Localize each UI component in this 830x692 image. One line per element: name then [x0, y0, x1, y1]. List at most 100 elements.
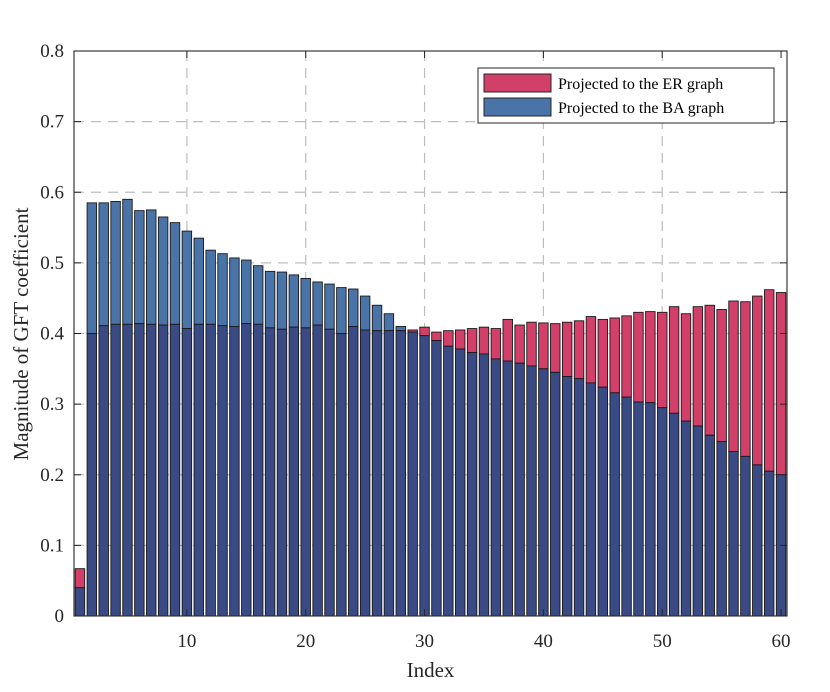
- overlap-bar: [514, 362, 525, 617]
- overlap-bar: [348, 325, 359, 617]
- bars: [74, 198, 787, 617]
- overlap-bar: [229, 325, 240, 617]
- er-bar: [419, 326, 430, 337]
- y-tick-label: 0: [55, 606, 65, 627]
- overlap-bar: [288, 326, 300, 617]
- er-bar: [538, 322, 549, 370]
- ba-bar: [181, 230, 193, 330]
- ba-bar: [229, 257, 240, 327]
- overlap-bar: [538, 368, 549, 617]
- overlap-bar: [86, 333, 98, 617]
- er-bar: [502, 318, 513, 362]
- overlap-bar: [526, 365, 537, 617]
- er-bar: [609, 317, 620, 394]
- y-tick-label: 0.6: [40, 182, 64, 203]
- ba-bar: [348, 288, 359, 327]
- overlap-bar: [359, 329, 371, 617]
- overlap-bar: [752, 464, 763, 617]
- ba-bar: [241, 259, 252, 325]
- overlap-bar: [252, 323, 264, 617]
- er-bar: [645, 311, 656, 404]
- legend-swatch-er: [483, 73, 552, 93]
- er-bar: [740, 301, 751, 457]
- ba-bar: [336, 287, 347, 334]
- ba-bar: [252, 265, 264, 325]
- overlap-bar: [585, 382, 597, 617]
- er-bar: [455, 329, 466, 350]
- x-axis-label: Index: [407, 658, 455, 682]
- overlap-bar: [645, 402, 656, 617]
- legend: Projected to the ER graph Projected to t…: [477, 67, 775, 124]
- er-bar: [466, 328, 478, 354]
- y-tick-label: 0.2: [40, 465, 64, 486]
- y-tick-label: 0.1: [40, 535, 64, 556]
- overlap-bar: [264, 327, 276, 617]
- overlap-bar: [704, 434, 715, 617]
- overlap-bar: [597, 386, 609, 617]
- overlap-bar: [561, 376, 573, 617]
- axes: [73, 50, 788, 617]
- overlap-bar: [122, 323, 133, 617]
- overlap-bar: [336, 333, 347, 617]
- overlap-bar: [324, 328, 335, 617]
- overlap-bar: [633, 401, 644, 617]
- er-bar: [573, 320, 585, 380]
- tick-labels: 0 0.1 0.2 0.3 0.4 0.5 0.6 0.7 0.8 10 20 30 40 50 60: [40, 41, 790, 652]
- ba-bar: [371, 304, 383, 332]
- x-tick-label: 30: [415, 631, 434, 652]
- er-bar: [692, 306, 704, 427]
- ba-bar: [395, 325, 406, 332]
- ba-bar: [86, 202, 98, 334]
- ba-bar: [300, 277, 311, 329]
- overlap-bar: [181, 328, 193, 617]
- overlap-bar: [407, 331, 418, 617]
- ba-bar: [276, 271, 288, 330]
- y-tick-label: 0.8: [40, 41, 64, 62]
- overlap-bar: [455, 348, 466, 617]
- overlap-bar: [383, 330, 395, 617]
- ba-bar: [359, 295, 371, 331]
- y-tick-label: 0.3: [40, 394, 64, 415]
- er-bar: [633, 311, 644, 403]
- overlap-bar: [502, 360, 513, 617]
- overlap-bar: [466, 352, 478, 617]
- x-tick-label: 40: [534, 631, 553, 652]
- ba-bar: [134, 210, 145, 325]
- overlap-bar: [573, 378, 585, 617]
- er-bar: [526, 321, 537, 367]
- ba-bar: [122, 198, 133, 325]
- er-bar: [680, 313, 692, 422]
- er-bar: [597, 318, 609, 388]
- er-bar: [514, 324, 525, 364]
- overlap-bar: [443, 345, 454, 617]
- x-tick-label: 50: [653, 631, 672, 652]
- er-bar: [716, 309, 727, 443]
- y-tick-label: 0.5: [40, 253, 64, 274]
- overlap-bar: [740, 455, 751, 617]
- legend-swatch-ba: [483, 97, 552, 117]
- overlap-bar: [276, 328, 288, 617]
- overlap-bar: [205, 323, 216, 617]
- overlap-bar: [680, 420, 692, 617]
- ba-bar: [157, 216, 169, 326]
- y-tick-label: 0.4: [40, 324, 64, 345]
- er-bar: [74, 568, 86, 589]
- ba-bar: [146, 209, 157, 325]
- overlap-bar: [110, 323, 121, 617]
- y-tick-label: 0.7: [40, 112, 64, 133]
- overlap-bar: [300, 327, 311, 617]
- overlap-bar: [716, 441, 727, 617]
- ba-bar: [264, 270, 276, 329]
- overlap-bar: [692, 425, 704, 617]
- ba-bar: [312, 281, 323, 326]
- overlap-bar: [241, 323, 252, 617]
- er-bar: [443, 330, 454, 347]
- er-bar: [728, 300, 739, 452]
- overlap-bar: [157, 324, 169, 617]
- overlap-bar: [134, 323, 145, 617]
- er-bar: [752, 295, 763, 466]
- grid-lines: [74, 51, 787, 616]
- ba-bar: [324, 283, 335, 330]
- y-axis-label: Magnitude of GFT coefficient: [9, 207, 33, 460]
